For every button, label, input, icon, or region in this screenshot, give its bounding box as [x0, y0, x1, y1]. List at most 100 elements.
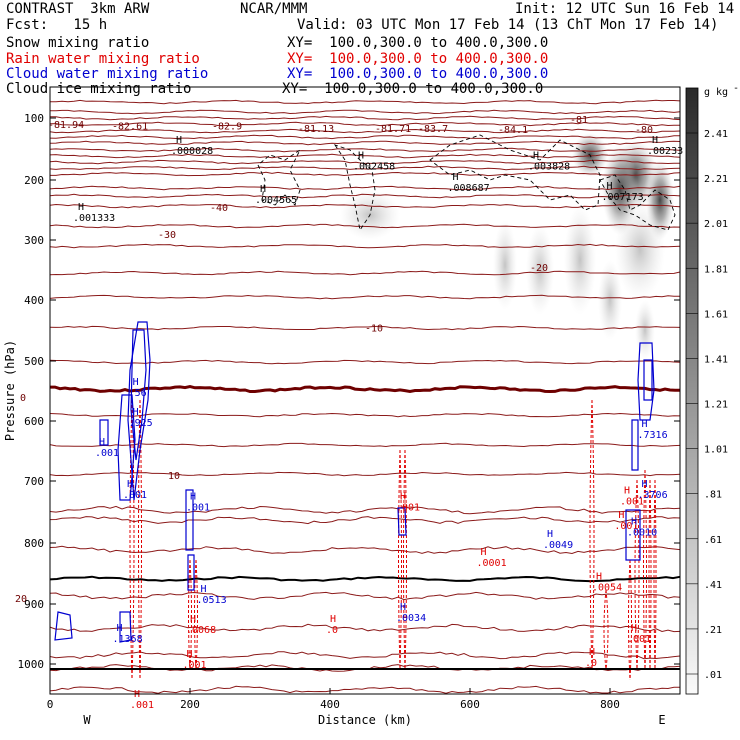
rain-max-marker: H [400, 492, 406, 503]
cloud-water-max-label: .1368 [113, 634, 143, 645]
rain-max-label: .0054 [592, 583, 622, 594]
east-label: E [658, 713, 665, 727]
cloud-water-contour [54, 611, 73, 641]
model-title: CONTRAST 3km ARW [6, 1, 150, 17]
colorbar-tick-label: 2.21 [704, 174, 728, 185]
cloud-water-contour [643, 359, 653, 401]
temperature-contour-line [49, 325, 681, 331]
y-tick-label: 300 [24, 234, 44, 247]
colorbar-tick-label: 2.01 [704, 219, 728, 230]
temperature-contour-line [49, 140, 681, 146]
cloud-water-max-label: .0010 [627, 527, 657, 538]
cloud-water-max-marker: H [642, 479, 648, 490]
snow-max-marker: H [533, 150, 539, 161]
y-tick-label: 500 [24, 355, 44, 368]
snow-max-marker: H [78, 202, 84, 213]
cloud-ice-contour [599, 174, 676, 231]
snow-max-label: .004565 [255, 195, 297, 206]
cloud-water-max-label: .001 [123, 490, 147, 501]
cloud-water-contour [397, 507, 407, 536]
snow-max-marker: H [358, 150, 364, 161]
center-label: NCAR/MMM [240, 1, 308, 17]
cloud-water-contour [119, 611, 132, 643]
temperature-contour-line [49, 270, 681, 276]
rain-max-label: .001 [627, 634, 651, 645]
legend-cloudice-field: Cloud ice mixing ratio [6, 81, 192, 97]
temperature-contour-line [49, 153, 681, 159]
temperature-contour-label: -20 [530, 263, 548, 274]
rain-max-marker: H [618, 510, 624, 521]
cloud-water-max-marker: H [133, 377, 139, 388]
temperature-contour-line [49, 516, 681, 525]
snow-halo-1 [493, 220, 517, 310]
temperature-contour-line [49, 591, 681, 601]
cloud-ice-contour [429, 134, 601, 211]
rain-contour [603, 589, 609, 671]
cloud-water-contours [54, 321, 655, 643]
x-tick-label: 600 [460, 698, 480, 711]
cloud-water-max-label: .7316 [638, 430, 668, 441]
temperature-contour-line [50, 171, 681, 177]
temperature-contour-line [49, 359, 681, 365]
temperature-contour-line [49, 223, 681, 229]
temperature-contour-line [49, 193, 681, 199]
rain-contour [403, 449, 407, 671]
rain-contour [643, 469, 647, 671]
temperature-contour-label: -81.71 [375, 124, 411, 135]
temperature-contour-line [49, 623, 681, 633]
temperature-contour-label: 10 [168, 471, 180, 482]
colorbar-tick-label: 1.61 [704, 309, 728, 320]
temperature-contour-line [49, 651, 681, 660]
snow-max-label: .008687 [448, 183, 490, 194]
colorbar-tick-label: 1.41 [704, 354, 728, 365]
rain-max-marker: H [330, 614, 336, 625]
cloud-water-contour [631, 419, 639, 471]
rain-contour [628, 559, 632, 681]
rain-contour [129, 399, 135, 681]
cloud-water-contour [130, 329, 147, 461]
temperature-contour-label: 0 [20, 393, 26, 404]
snow-max-label: .00233 [647, 146, 683, 157]
cloud-water-max-label: .001 [186, 503, 210, 514]
legend-snow-field: Snow mixing ratio [6, 35, 150, 51]
rain-max-label: .001 [130, 700, 154, 711]
temperature-contour-label: -40 [210, 203, 228, 214]
cloud-water-max-label: .0049 [543, 540, 573, 551]
cloud-water-max-marker: H [190, 492, 196, 503]
temperature-contour-label: -81.13 [298, 124, 334, 135]
colorbar-tick-label: .21 [704, 625, 722, 636]
surface-line [49, 575, 681, 583]
colorbar-unit-exponent: -1 [733, 83, 740, 94]
temperature-contour-line [49, 294, 681, 300]
y-tick-label: 200 [24, 174, 44, 187]
snow-halo-5 [615, 200, 665, 300]
rain-max-label: .001 [396, 503, 420, 514]
plot-frame [49, 86, 681, 695]
temperature-contour-label: -30 [158, 230, 176, 241]
cloud-water-contour [117, 394, 136, 501]
legend-cloudwater-xy: XY= 100.0,300.0 to 400.0,300.0 [287, 66, 549, 82]
rain-contour [589, 399, 595, 671]
cloud-ice-contour [257, 148, 302, 206]
freezing-level-line [50, 384, 681, 394]
temperature-contour-line [49, 685, 680, 694]
snow-max-label: .001333 [73, 213, 115, 224]
temperature-contour-line [49, 121, 681, 127]
temperature-contour-line [49, 159, 680, 165]
colorbar-tick-label: 1.81 [704, 264, 728, 275]
temperature-contour-line [49, 203, 681, 209]
rain-max-marker: H [589, 647, 595, 658]
temperature-contour-line [50, 109, 681, 115]
cloud-water-max-label: .925 [129, 418, 153, 429]
rain-max-label: .0001 [477, 558, 507, 569]
legend-rain-xy: XY= 100.0,300.0 to 400.0,300.0 [287, 51, 549, 67]
cloud-ice-contours [257, 134, 676, 232]
rain-max-marker: H [190, 614, 196, 625]
temperature-contour-line [49, 243, 681, 249]
rain-max-label: .001 [620, 496, 644, 507]
y-tick-label: 800 [24, 537, 44, 550]
snow-max-label: .003828 [528, 161, 570, 172]
temperature-contour-line [49, 545, 681, 555]
snow-max-marker: H [652, 135, 658, 146]
